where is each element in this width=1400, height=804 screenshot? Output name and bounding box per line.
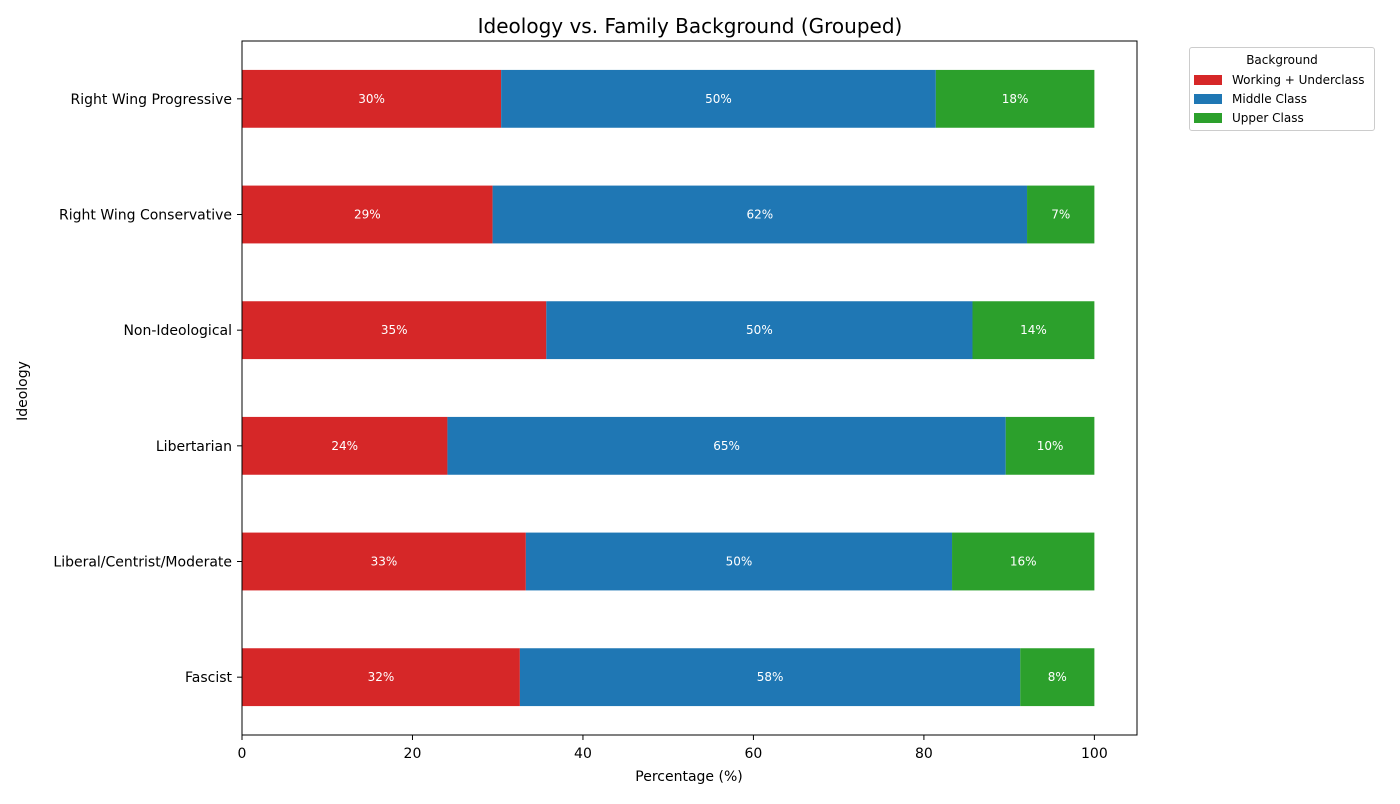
data-label: 29% [354,208,381,222]
legend-label: Upper Class [1232,111,1304,125]
bar-working-underclass-non-ideological [242,301,547,360]
data-label: 8% [1048,670,1067,684]
data-label: 50% [746,323,773,337]
data-label: 50% [705,92,732,106]
y-tick-label: Non-Ideological [123,323,232,339]
legend-item-upper-class: Upper Class [1194,110,1304,126]
x-tick-label: 100 [1081,746,1108,762]
chart-title: Ideology vs. Family Background (Grouped) [478,14,903,38]
bar-working-underclass-liberal-centrist-moderate [242,532,526,591]
x-tick-label: 20 [404,746,422,762]
legend-swatch-upper-class [1194,113,1222,123]
x-tick-label: 40 [574,746,592,762]
data-label: 65% [713,439,740,453]
legend-swatch-working-underclass [1194,75,1222,85]
bar-upper-class-liberal-centrist-moderate [952,532,1095,591]
data-label: 10% [1037,439,1064,453]
legend-item-working-underclass: Working + Underclass [1194,72,1364,88]
y-tick-label: Right Wing Progressive [71,92,233,108]
data-label: 62% [746,208,773,222]
legend-item-middle-class: Middle Class [1194,91,1307,107]
bar-upper-class-right-wing-conservative [1027,185,1095,244]
y-tick-label: Fascist [185,670,233,686]
y-tick-label: Right Wing Conservative [59,208,232,224]
data-label: 58% [757,670,784,684]
legend-title: Background [1246,53,1318,67]
axes-layer: 0 20 40 60 80 100 Fascist Liberal/Centrist/Mode… [53,40,1138,762]
bar-middle-class-right-wing-conservative [492,185,1028,244]
bar-middle-class-non-ideological [546,301,973,360]
data-label: 30% [358,92,385,106]
x-tick-label: 60 [745,746,763,762]
legend-swatch-middle-class [1194,94,1222,104]
bar-upper-class-non-ideological [972,301,1095,360]
y-axis-label: Ideology [15,361,31,421]
data-label: 50% [726,555,753,569]
y-tick-label: Liberal/Centrist/Moderate [53,555,232,571]
bar-working-underclass-right-wing-progressive [242,69,502,128]
bar-upper-class-fascist [1020,648,1095,707]
bar-upper-class-libertarian [1005,416,1095,475]
data-label: 16% [1010,555,1037,569]
data-label: 33% [371,555,398,569]
legend-label: Working + Underclass [1232,73,1365,87]
bar-middle-class-fascist [519,648,1021,707]
bar-middle-class-liberal-centrist-moderate [525,532,953,591]
data-label: 18% [1002,92,1029,106]
plot-frame [241,40,1138,736]
bar-working-underclass-right-wing-conservative [242,185,493,244]
legend-label: Middle Class [1232,92,1308,106]
bar-middle-class-right-wing-progressive [501,69,936,128]
data-label: 7% [1051,208,1070,222]
bar-working-underclass-libertarian [242,416,448,475]
data-label: 35% [381,323,408,337]
data-label: 24% [331,439,358,453]
data-label: 14% [1020,323,1047,337]
legend: Background Working + Underclass Middle C… [1189,47,1375,131]
bar-upper-class-right-wing-progressive [935,69,1095,128]
bar-working-underclass-fascist [242,648,520,707]
y-tick-label: Libertarian [156,439,232,455]
data-label: 32% [368,670,395,684]
x-tick-label: 0 [238,746,247,762]
bar-middle-class-libertarian [447,416,1006,475]
bars-layer: 32% 58% 8% 33% 50% 16% 24% 65% 10% 35% 50% 14% 29% 62… [242,69,1095,707]
x-tick-label: 80 [915,746,933,762]
x-axis-label: Percentage (%) [635,769,742,785]
